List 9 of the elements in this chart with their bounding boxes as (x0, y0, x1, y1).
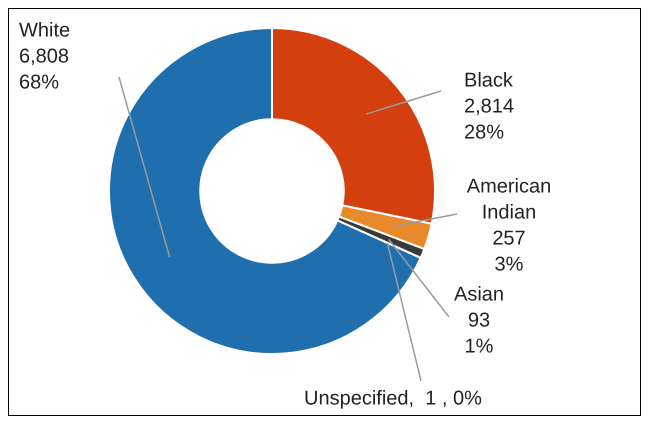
slice-label: Black (464, 70, 514, 92)
data-label: 257 3% (492, 228, 526, 276)
data-label: 6,808 68% (19, 46, 70, 94)
data-label: 2,814 28% (464, 96, 514, 144)
slice-label: Unspecified, 1 , 0% (304, 388, 482, 410)
data-label: 93 1% (464, 310, 494, 358)
slice-label: Asian (454, 284, 504, 306)
slice-label: White (19, 20, 70, 42)
slice-label: American Indian (466, 176, 552, 224)
